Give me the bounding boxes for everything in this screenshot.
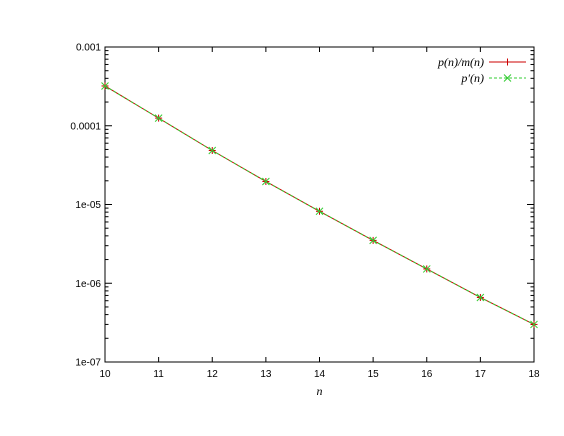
series-2-point [101, 82, 109, 90]
series-line-2 [104, 85, 535, 325]
y-axis-ticks: 1e-07 1e-06 1e-05 0.0001 0.001 [70, 43, 534, 369]
x-tick-label: 13 [260, 369, 272, 380]
x-axis-label: n [317, 384, 323, 398]
series-2-point [208, 146, 217, 155]
series-group [101, 82, 538, 329]
series-2-point [476, 293, 485, 302]
y-tick-label: 1e-07 [75, 358, 101, 369]
y-tick-label: 0.0001 [70, 121, 101, 132]
series-2-point [422, 265, 431, 273]
legend-label-1: p(n)/m(n) [437, 55, 484, 69]
plot-frame [104, 46, 535, 363]
y-tick-label: 0.001 [76, 43, 101, 54]
series-line-1 [104, 85, 535, 325]
x-tick-label: 15 [368, 369, 380, 380]
x-tick-label: 14 [314, 369, 326, 380]
x-tick-label: 18 [528, 369, 540, 380]
legend: p(n)/m(n) p′(n) [437, 55, 526, 85]
x-tick-label: 10 [99, 369, 111, 380]
legend-marker-2 [503, 74, 512, 82]
series-2-point [530, 320, 538, 329]
series-2-point [315, 207, 324, 216]
series-2-point [262, 177, 270, 186]
legend-marker-1 [504, 58, 511, 66]
x-tick-label: 16 [421, 369, 433, 380]
legend-label-2: p′(n) [460, 71, 484, 85]
y-tick-label: 1e-06 [75, 279, 101, 290]
series-2-point [369, 236, 377, 245]
x-tick-label: 11 [153, 369, 164, 380]
x-tick-label: 17 [475, 369, 487, 380]
x-tick-label: 12 [207, 369, 219, 380]
y-tick-label: 1e-05 [75, 200, 101, 211]
x-axis-ticks: 10 11 12 13 14 15 16 17 18 [99, 47, 540, 380]
series-2-point [154, 114, 163, 122]
